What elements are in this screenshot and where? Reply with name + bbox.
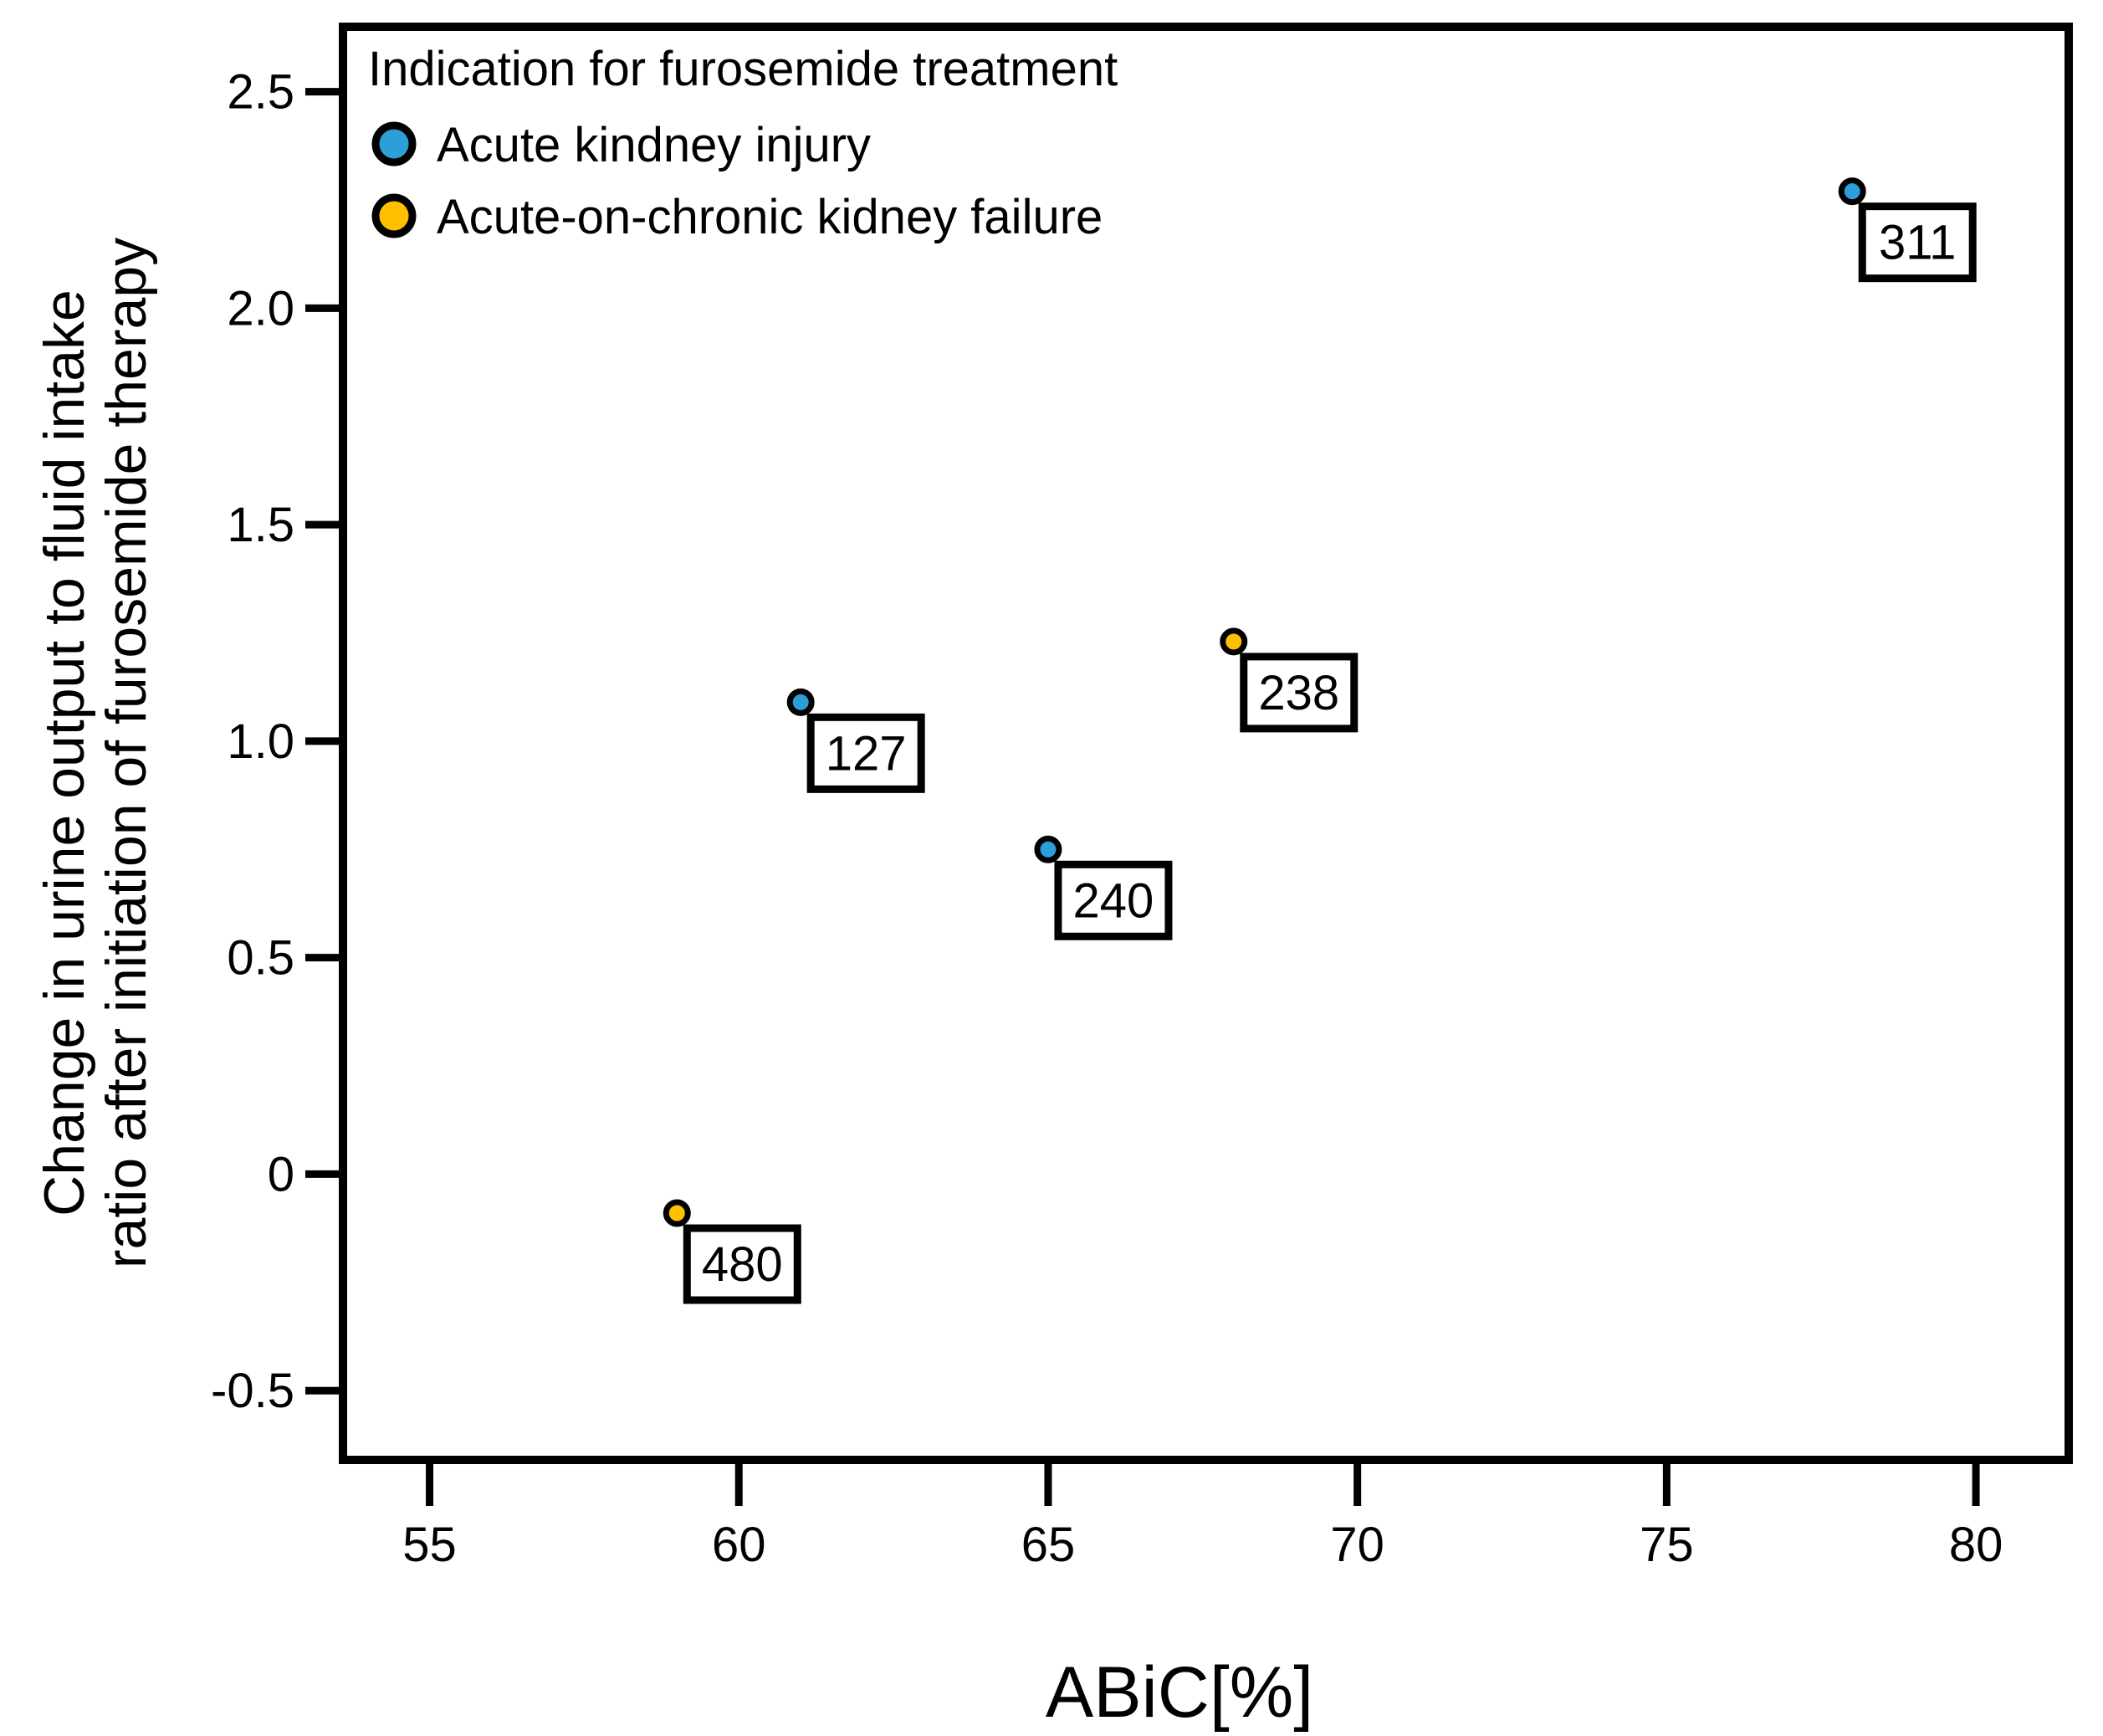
- y-tick-label: -0.5: [211, 1364, 294, 1418]
- point-label-box: [683, 1224, 801, 1304]
- x-tick-label: 70: [1330, 1518, 1384, 1572]
- y-tick-label: 1.5: [227, 498, 294, 552]
- point-label: 238: [1258, 666, 1339, 720]
- legend-swatch-aki: [371, 121, 417, 166]
- legend-item-label-aki: Acute kindney injury: [437, 118, 871, 172]
- point-label-box: [1858, 202, 1977, 283]
- x-axis-label: ABiC[%]: [1046, 1652, 1313, 1733]
- legend-title: Indication for furosemide treatment: [368, 42, 1118, 96]
- y-axis-label-line2: ratio after initiation of furosemide the…: [95, 238, 158, 1268]
- plot-area: 55 60 65 70 75 80 2.5 2.0 1.5 1.0 0.5 0 -0.5 127 240 31…: [211, 65, 2003, 1572]
- point-label-box: [806, 713, 925, 793]
- legend-item-label-aocf: Acute-on-chronic kidney failure: [437, 190, 1103, 244]
- y-tick-label: 0.5: [227, 931, 294, 986]
- y-tick-label: 0: [268, 1147, 294, 1201]
- point-label: 480: [702, 1237, 783, 1292]
- legend-swatch-aocf: [371, 193, 417, 238]
- legend: Indication for furosemide treatment Acut…: [368, 42, 1118, 244]
- y-tick-label: 2.0: [227, 281, 294, 335]
- point-label: 240: [1073, 873, 1154, 928]
- data-point: [1220, 627, 1248, 656]
- point-label-box: [1054, 860, 1173, 940]
- x-tick-label: 65: [1021, 1518, 1076, 1572]
- y-tick-label: 1.0: [227, 714, 294, 769]
- data-point: [786, 688, 815, 716]
- x-tick-label: 60: [712, 1518, 766, 1572]
- x-tick-label: 55: [402, 1518, 457, 1572]
- data-point: [1838, 177, 1866, 206]
- x-tick-label: 80: [1949, 1518, 2003, 1572]
- data-point: [663, 1199, 691, 1227]
- point-label-box: [1240, 653, 1359, 733]
- y-axis-label-line1: Change in urine output to fluid intake: [33, 289, 96, 1216]
- x-tick-label: 75: [1640, 1518, 1694, 1572]
- point-label: 311: [1879, 216, 1956, 270]
- point-label: 127: [826, 726, 907, 781]
- data-point: [1034, 835, 1062, 863]
- y-tick-label: 2.5: [227, 65, 294, 120]
